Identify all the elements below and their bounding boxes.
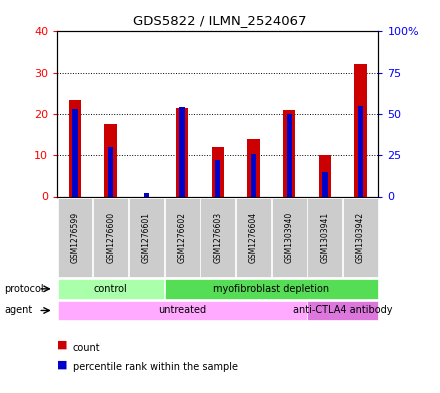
Bar [176, 108, 188, 196]
Text: GSM1276602: GSM1276602 [178, 212, 187, 263]
Text: count: count [73, 343, 100, 353]
Text: control: control [94, 284, 128, 294]
Bar [283, 110, 295, 196]
Text: GSM1276603: GSM1276603 [213, 212, 222, 263]
Bar [322, 172, 327, 196]
Text: ■: ■ [57, 340, 68, 350]
Text: GSM1276601: GSM1276601 [142, 212, 151, 263]
Bar [69, 99, 81, 196]
Text: GSM1276599: GSM1276599 [70, 212, 80, 263]
Text: percentile rank within the sample: percentile rank within the sample [73, 362, 238, 373]
Bar [251, 154, 256, 196]
Bar [108, 147, 114, 196]
Text: myofibroblast depletion: myofibroblast depletion [213, 284, 330, 294]
Bar [212, 147, 224, 196]
Bar [247, 139, 260, 196]
Bar [180, 107, 185, 196]
Bar [319, 155, 331, 196]
Text: ■: ■ [57, 360, 68, 369]
Text: GSM1276600: GSM1276600 [106, 212, 115, 263]
Text: GDS5822 / ILMN_2524067: GDS5822 / ILMN_2524067 [133, 14, 307, 27]
Text: untreated: untreated [158, 305, 206, 316]
Text: anti-CTLA4 antibody: anti-CTLA4 antibody [293, 305, 392, 316]
Text: GSM1303940: GSM1303940 [285, 212, 293, 263]
Text: protocol: protocol [4, 284, 44, 294]
Text: GSM1303942: GSM1303942 [356, 212, 365, 263]
Bar [354, 64, 367, 196]
Bar [358, 106, 363, 196]
Text: agent: agent [4, 305, 33, 316]
Bar [286, 114, 292, 196]
Text: GSM1276604: GSM1276604 [249, 212, 258, 263]
Bar [215, 160, 220, 196]
Bar [144, 193, 149, 196]
Bar [104, 124, 117, 196]
Text: GSM1303941: GSM1303941 [320, 212, 330, 263]
Bar [72, 109, 78, 196]
